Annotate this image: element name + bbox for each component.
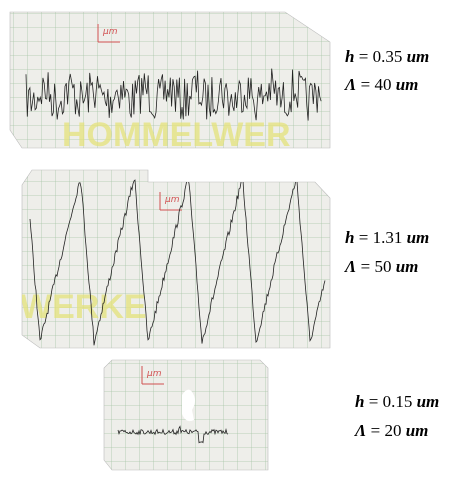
wavelength-label: Λ = 20 um bbox=[354, 421, 428, 440]
wavelength-label: Λ = 50 um bbox=[344, 257, 418, 276]
scale-marker bbox=[159, 192, 182, 211]
height-eq: = bbox=[364, 392, 378, 411]
wavelength-unit: um bbox=[401, 421, 428, 440]
wavelength-eq: = bbox=[356, 75, 370, 94]
wavelength-unit: um bbox=[391, 257, 418, 276]
scale-unit: μm bbox=[146, 369, 162, 379]
height-value: 0.35 bbox=[368, 47, 402, 66]
wavelength-eq: = bbox=[366, 421, 380, 440]
height-symbol: h bbox=[345, 47, 354, 66]
height-label: h = 0.15 um bbox=[355, 392, 439, 411]
height-value: 1.31 bbox=[368, 228, 402, 247]
scale-marker bbox=[97, 24, 120, 43]
height-unit: um bbox=[412, 392, 439, 411]
watermark: WERKE bbox=[20, 288, 147, 326]
wavelength-value: 20 bbox=[380, 421, 401, 440]
watermark: HOMMELWER bbox=[62, 116, 291, 154]
height-eq: = bbox=[354, 228, 368, 247]
wavelength-symbol: Λ bbox=[354, 421, 366, 440]
scale-unit: μm bbox=[102, 27, 118, 37]
panel-content: WERKE μm bbox=[20, 175, 326, 346]
height-eq: = bbox=[354, 47, 368, 66]
height-symbol: h bbox=[355, 392, 364, 411]
profile-panel: μmh = 0.15 umΛ = 20 um bbox=[103, 359, 439, 471]
scale-marker bbox=[141, 366, 164, 385]
wavelength-symbol: Λ bbox=[344, 75, 356, 94]
wavelength-eq: = bbox=[356, 257, 370, 276]
height-label: h = 0.35 um bbox=[345, 47, 429, 66]
wavelength-value: 50 bbox=[370, 257, 391, 276]
height-unit: um bbox=[402, 47, 429, 66]
height-unit: um bbox=[402, 228, 429, 247]
wavelength-unit: um bbox=[391, 75, 418, 94]
panel-content: μm bbox=[117, 366, 229, 444]
wavelength-value: 40 bbox=[370, 75, 391, 94]
profile-trace bbox=[25, 68, 322, 121]
paper-damage bbox=[182, 389, 195, 422]
height-symbol: h bbox=[345, 228, 354, 247]
profile-trace bbox=[29, 175, 326, 346]
height-value: 0.15 bbox=[378, 392, 412, 411]
wavelength-symbol: Λ bbox=[344, 257, 356, 276]
scale-unit: μm bbox=[164, 195, 180, 205]
height-label: h = 1.31 um bbox=[345, 228, 429, 247]
panel-content: HOMMELWER μm bbox=[25, 24, 322, 154]
wavelength-label: Λ = 40 um bbox=[344, 75, 418, 94]
profile-trace bbox=[117, 425, 229, 444]
